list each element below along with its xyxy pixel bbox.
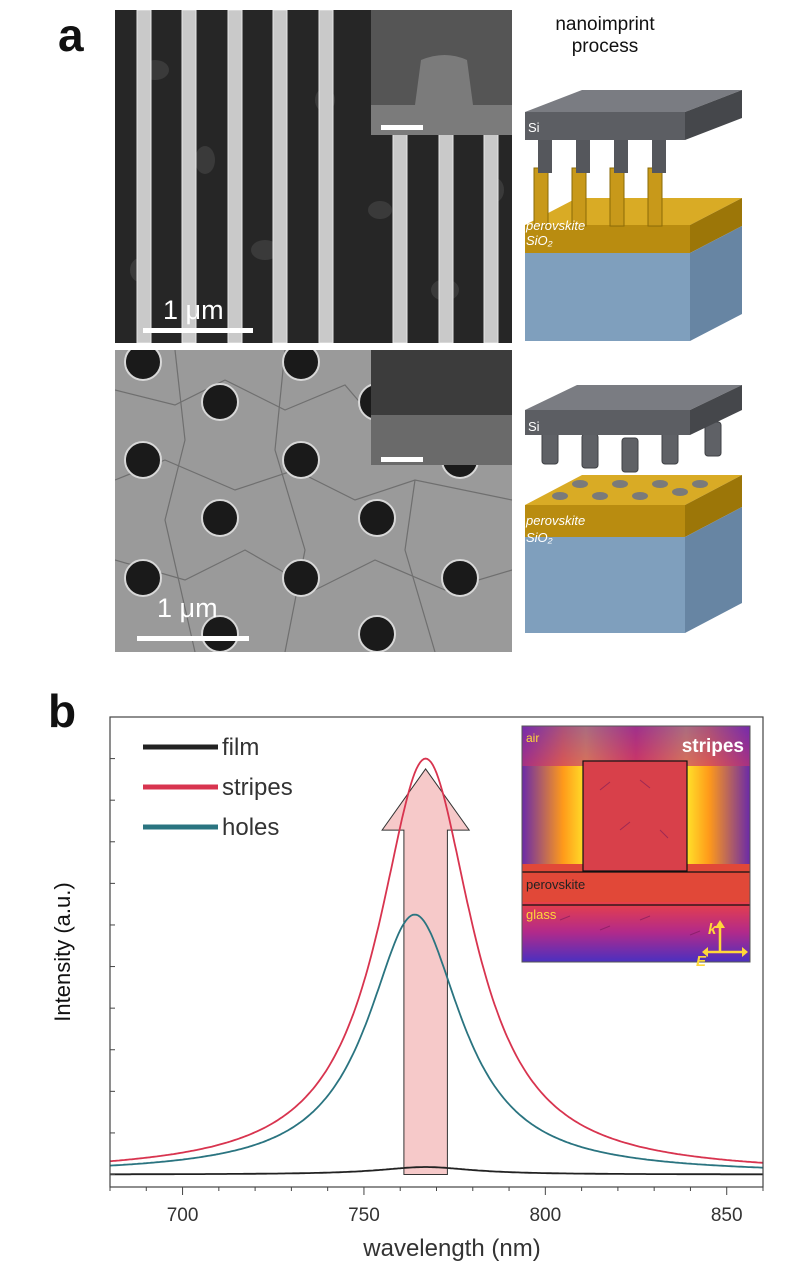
- sem-holes-graphic: [115, 350, 512, 652]
- sem-image-stripes: 1 μm: [115, 10, 512, 343]
- inset-label-perovskite: perovskite: [526, 877, 585, 892]
- spectrum-chart: 700 750 800 850 wavelength (nm) Intensity (…: [50, 716, 764, 1262]
- field-inset: stripes air perovskite glass k E: [521, 725, 751, 970]
- x-axis-label: wavelength (nm): [362, 1235, 540, 1262]
- legend-label-film: film: [222, 734, 259, 761]
- scale-label-bottom: 1 μm: [157, 593, 218, 623]
- schematic-holes-graphic: Si perovskite SiO₂: [525, 385, 742, 633]
- x-tick-label: 850: [711, 1205, 743, 1226]
- x-tick-label: 700: [167, 1205, 199, 1226]
- series-lines: [109, 757, 764, 1176]
- schematic-holes: Si perovskite SiO₂: [520, 380, 750, 640]
- series-line-film: [110, 1166, 763, 1176]
- y-axis-ticks: [110, 758, 115, 1176]
- schematic-label-si-bottom: Si: [528, 419, 540, 434]
- inset-label-glass: glass: [526, 907, 557, 922]
- schematic-label-sio2-top: SiO₂: [526, 233, 553, 248]
- x-tick-label: 800: [529, 1205, 561, 1226]
- legend: film stripes holes: [143, 734, 293, 841]
- process-title: nanoimprint process: [555, 14, 655, 57]
- legend-label-holes: holes: [222, 814, 279, 841]
- schematic-label-perovskite-bottom: perovskite: [525, 513, 585, 528]
- scale-label-top: 1 μm: [163, 295, 224, 325]
- sem-image-holes: 1 μm: [115, 350, 512, 652]
- x-tick-label: 750: [348, 1205, 380, 1226]
- enhancement-arrow: [381, 768, 471, 1175]
- series-line-holes: [109, 913, 764, 1169]
- schematic-label-sio2-bottom: SiO₂: [526, 530, 553, 545]
- inset-label-air: air: [526, 731, 539, 745]
- panel-b-letter: b: [48, 685, 77, 737]
- inset-label-k: k: [708, 921, 717, 938]
- schematic-label-perovskite-top: perovskite: [525, 218, 585, 233]
- schematic-label-si-top: Si: [528, 120, 540, 135]
- enhancement-arrow-shape: [381, 768, 471, 1175]
- panel-a-letter: a: [58, 9, 84, 61]
- legend-label-stripes: stripes: [222, 774, 293, 801]
- y-axis-label: Intensity (a.u.): [50, 882, 75, 1021]
- x-axis-ticks: 700 750 800 850: [109, 1187, 764, 1226]
- inset-label-e: E: [696, 953, 707, 970]
- sem-stripes-graphic: [115, 10, 512, 343]
- series-line-stripes: [109, 757, 764, 1164]
- schematic-stripes: Si perovskite SiO₂: [520, 90, 750, 345]
- schematic-stripes-graphic: Si perovskite SiO₂: [525, 90, 742, 341]
- inset-title: stripes: [682, 736, 744, 757]
